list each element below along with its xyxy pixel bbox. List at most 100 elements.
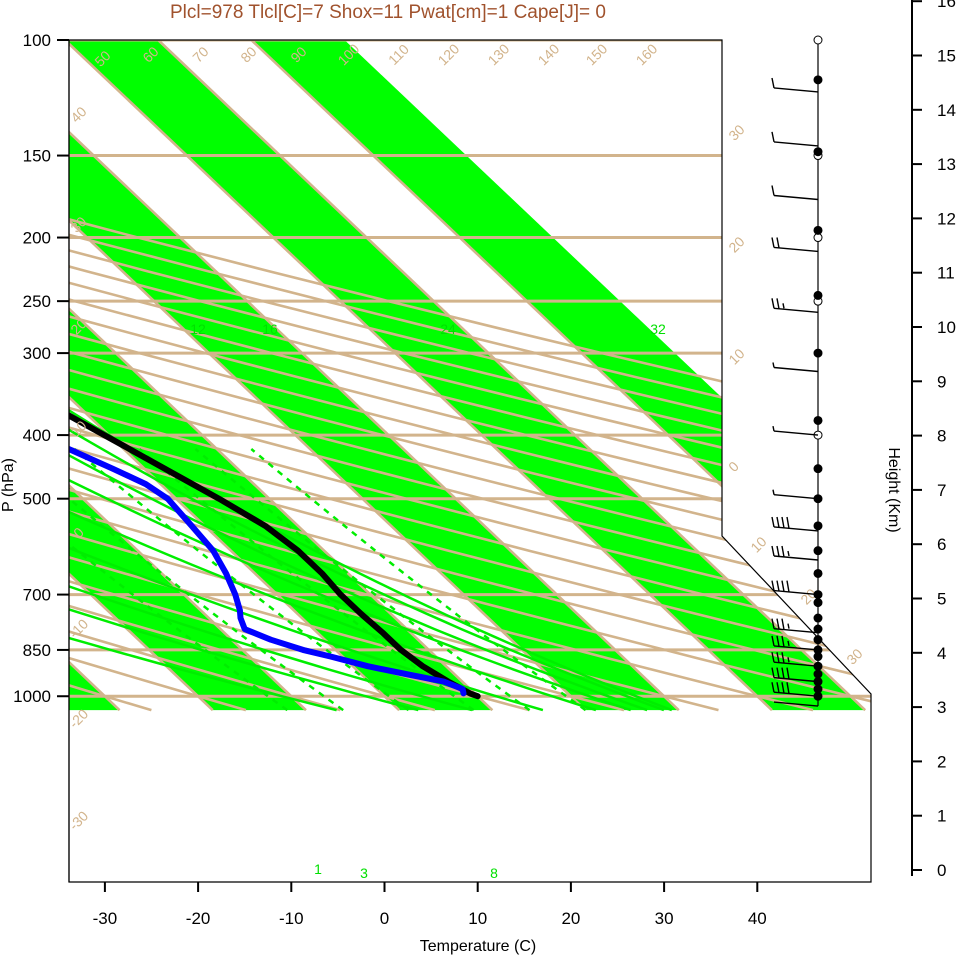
mixing-ratio-line bbox=[69, 448, 344, 712]
wind-barb-half bbox=[772, 489, 775, 495]
wind-barb bbox=[771, 237, 819, 253]
wind-barb bbox=[772, 425, 819, 436]
wind-barb-shaft bbox=[773, 194, 819, 201]
dry-adiabat-line bbox=[69, 40, 871, 712]
y-tick-label: 300 bbox=[23, 344, 51, 363]
wind-barb bbox=[771, 77, 819, 93]
isotherm-band bbox=[69, 40, 493, 711]
wind-barb-shaft bbox=[773, 87, 819, 93]
moist-adiabat-line bbox=[69, 276, 648, 712]
wind-barb bbox=[771, 131, 819, 147]
isotherm-line bbox=[69, 40, 214, 712]
height-tick-label: 8 bbox=[937, 427, 946, 446]
mixing-ratio-label: 1 bbox=[314, 861, 322, 877]
wind-barb-half bbox=[782, 303, 785, 309]
height-marker bbox=[813, 635, 823, 645]
wind-barb-shaft bbox=[773, 691, 819, 697]
wind-barb-shaft bbox=[773, 493, 819, 500]
wind-barb bbox=[771, 635, 819, 651]
wind-barb-flag bbox=[786, 580, 790, 593]
moist-adiabat-line bbox=[69, 276, 337, 712]
height-tick-label: 7 bbox=[937, 481, 946, 500]
wind-barb bbox=[771, 618, 819, 634]
temperature-line bbox=[69, 64, 481, 700]
moist-adiabat-line bbox=[69, 276, 544, 712]
wind-barb-flag bbox=[776, 652, 780, 663]
dry-adiabat-line bbox=[69, 40, 871, 712]
y-axis: 100 150 200 250 300 400 500 700 850 1000 bbox=[13, 31, 70, 882]
height-tick-label: 10 bbox=[937, 318, 956, 337]
wind-barb-shaft bbox=[773, 430, 819, 436]
dry-adiabat-line bbox=[69, 40, 436, 712]
height-tick-label: 6 bbox=[937, 535, 946, 554]
isotherm-line bbox=[157, 40, 867, 712]
wind-barb-shaft bbox=[773, 676, 819, 683]
y-axis-title: P (hPa) bbox=[0, 458, 17, 512]
mixing-ratio-line bbox=[250, 448, 587, 712]
height-marker bbox=[813, 147, 823, 157]
x-tick-label: 20 bbox=[561, 909, 580, 928]
wind-barb-shaft bbox=[773, 589, 819, 596]
wind-barb-flag bbox=[771, 682, 775, 693]
dry-adiabat-line bbox=[69, 40, 341, 712]
dry-adiabat-line bbox=[69, 40, 871, 712]
wind-barb-half bbox=[787, 640, 790, 647]
y-tick-label: 100 bbox=[23, 31, 51, 50]
wind-barb-flag bbox=[786, 667, 790, 680]
mixing-ratio-lines bbox=[69, 276, 673, 712]
moist-adiabat-line bbox=[69, 276, 473, 712]
y-tick-label: 400 bbox=[23, 426, 51, 445]
sounding-series bbox=[69, 64, 481, 700]
wind-barb bbox=[771, 652, 819, 667]
wind-barb-flag bbox=[781, 580, 785, 592]
height-marker bbox=[813, 225, 823, 235]
height-tick-label: 5 bbox=[937, 590, 946, 609]
isotherm-line bbox=[69, 40, 401, 712]
dry-adiabat-line bbox=[69, 40, 247, 712]
y-tick-label: 150 bbox=[23, 147, 51, 166]
wind-barb-half bbox=[772, 362, 775, 368]
wind-barb-shaft bbox=[773, 645, 819, 651]
wind-barb-flag bbox=[771, 618, 775, 629]
isotherm-line bbox=[69, 40, 680, 712]
dry-adiabat-line bbox=[69, 40, 871, 712]
isotherm-band bbox=[69, 40, 866, 711]
height-marker bbox=[813, 415, 823, 425]
moist-adiabat-line bbox=[69, 276, 632, 712]
dry-adiabat-line bbox=[69, 40, 871, 712]
wind-barb bbox=[771, 298, 819, 314]
wind-barb-half bbox=[772, 425, 775, 432]
height-marker bbox=[813, 669, 823, 679]
mixing-ratio-label: 3 bbox=[360, 865, 368, 881]
mixing-ratio-label: 16 bbox=[262, 321, 278, 337]
dry-adiabat-line bbox=[69, 40, 625, 712]
moist-adiabat-line bbox=[69, 276, 597, 712]
height-tick-label: 9 bbox=[937, 372, 946, 391]
isotherm-bands bbox=[69, 40, 871, 711]
wind-barb-flag bbox=[771, 635, 775, 647]
dry-adiabat-line bbox=[69, 40, 814, 712]
wind-barb-flag bbox=[771, 545, 775, 557]
mixing-ratio-line bbox=[69, 448, 289, 712]
height-marker bbox=[813, 35, 823, 45]
wind-barb-flag bbox=[786, 682, 790, 694]
wind-barb-flag bbox=[776, 545, 780, 557]
wind-barb-shaft bbox=[773, 555, 819, 561]
height-tick-label: 0 bbox=[937, 861, 946, 880]
wind-barb bbox=[771, 185, 819, 201]
moist-adiabat-line bbox=[69, 276, 673, 712]
dry-adiabat-line bbox=[69, 40, 871, 712]
wind-barb-flag bbox=[771, 185, 775, 196]
wind-barb-flag bbox=[771, 667, 775, 678]
isotherm-line bbox=[69, 40, 494, 712]
wind-barb-flag bbox=[781, 516, 785, 529]
dry-adiabat-line bbox=[69, 40, 871, 712]
moist-adiabat-line bbox=[69, 276, 419, 712]
wind-barb-half bbox=[787, 623, 790, 629]
isotherm-line bbox=[69, 40, 773, 712]
wind-barb bbox=[772, 362, 819, 373]
wind-barb bbox=[771, 545, 819, 561]
y-tick-label: 200 bbox=[23, 229, 51, 248]
